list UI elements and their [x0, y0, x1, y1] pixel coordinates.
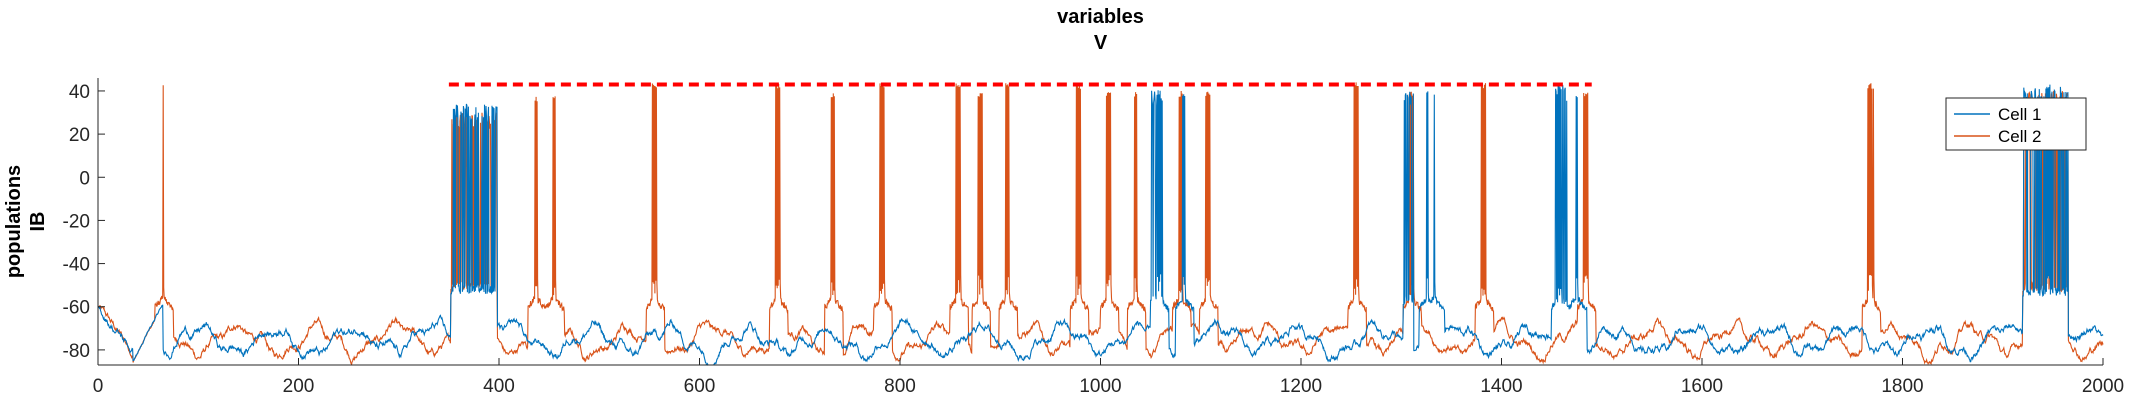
x-tick-label: 600 — [684, 376, 716, 397]
y-tick-label: -40 — [63, 255, 90, 276]
legend-box — [1945, 97, 2087, 151]
x-tick-label: 200 — [283, 376, 315, 397]
y-tick-label: 40 — [69, 82, 90, 103]
x-tick-label: 2000 — [2082, 376, 2124, 397]
x-tick-label: 400 — [483, 376, 515, 397]
axes-layer: 0 200 400 600 800 1000 1200 1400 1600 1800 2000-80… — [63, 78, 2124, 397]
x-tick-label: 800 — [884, 376, 916, 397]
x-tick-label: 1200 — [1280, 376, 1322, 397]
y-axis-label: populations IB — [3, 165, 49, 278]
title-line: variables — [1057, 6, 1144, 28]
y-tick-label: 0 — [79, 168, 90, 189]
chart-title: variables V — [1057, 6, 1144, 54]
legend-label-1: Cell 1 — [1998, 105, 2041, 124]
title-line: V — [1094, 32, 1108, 54]
x-tick-label: 1800 — [1881, 376, 1923, 397]
x-tick-label: 1000 — [1079, 376, 1121, 397]
series-line-2 — [97, 82, 2104, 366]
x-tick-label: 1400 — [1480, 376, 1522, 397]
traces-layer — [97, 82, 2104, 366]
legend-label-2: Cell 2 — [1998, 127, 2041, 146]
y-tick-label: 20 — [69, 125, 90, 146]
ylabel-line: populations — [3, 165, 25, 278]
legend: Cell 1 Cell 2 — [1945, 97, 2087, 151]
y-tick-label: -80 — [63, 341, 90, 362]
x-tick-label: 1600 — [1681, 376, 1723, 397]
ylabel-line: IB — [27, 212, 49, 232]
y-tick-label: -20 — [63, 211, 90, 232]
series-line-1 — [97, 84, 2104, 366]
x-tick-label: 0 — [93, 376, 104, 397]
y-tick-label: -60 — [63, 298, 90, 319]
